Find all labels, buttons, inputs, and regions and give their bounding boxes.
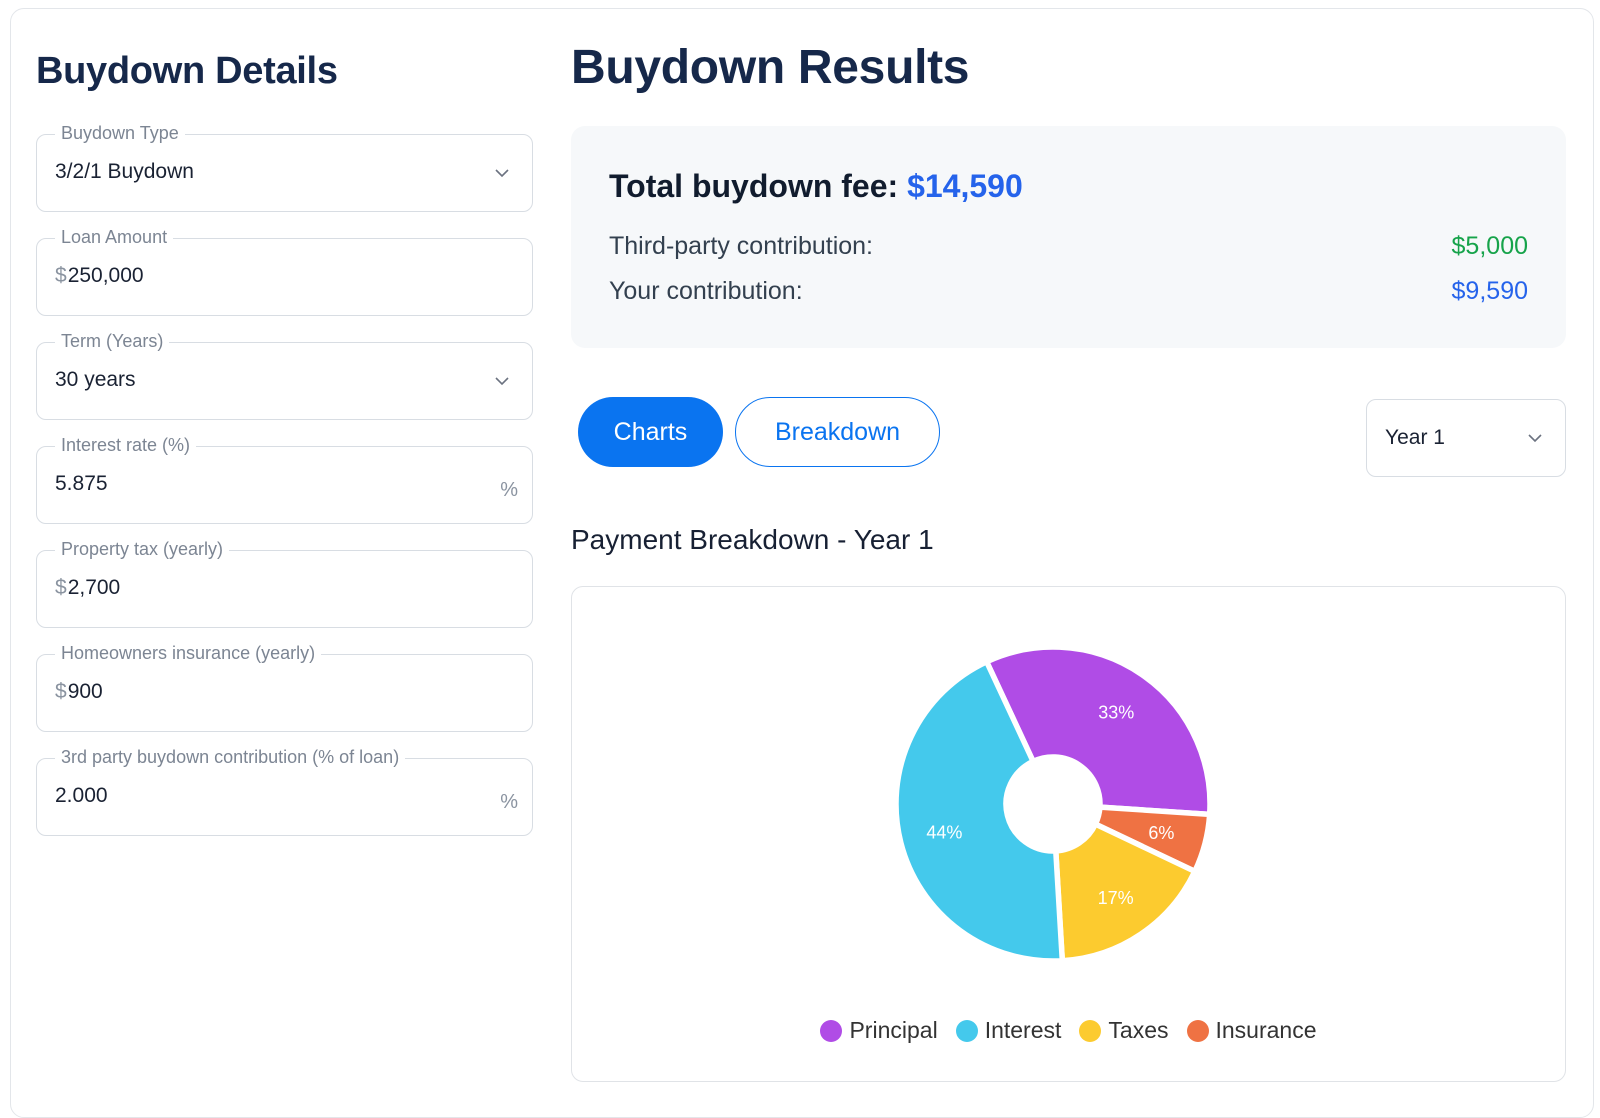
buydown-details-title: Buydown Details (36, 50, 338, 92)
loan-amount-value: 250,000 (67, 264, 144, 287)
loan-amount-field[interactable]: Loan Amount $250,000 (36, 227, 533, 316)
slice-label-taxes: 17% (1098, 888, 1134, 908)
legend-item-insurance[interactable]: Insurance (1186, 1017, 1317, 1044)
tab-charts[interactable]: Charts (578, 397, 723, 467)
interest-rate-value: 5.875 (55, 472, 108, 495)
term-label: Term (Years) (55, 331, 170, 352)
dollar-prefix: $ (55, 264, 67, 287)
buydown-results-title: Buydown Results (571, 41, 970, 94)
chart-title: Payment Breakdown - Year 1 (571, 524, 934, 555)
legend-item-principal[interactable]: Principal (820, 1017, 938, 1044)
property-tax-label: Property tax (yearly) (55, 539, 230, 560)
buydown-type-value: 3/2/1 Buydown (55, 160, 194, 183)
chart-container: 33% 6% 17% 44% Principal Interest Taxes Insura… (571, 586, 1566, 1082)
homeowners-insurance-value: 900 (67, 680, 103, 703)
year-select-value: Year 1 (1385, 426, 1445, 449)
slice-interest[interactable] (893, 658, 1066, 964)
total-buydown-fee-value: $14,590 (907, 168, 1023, 204)
third-party-contribution-row: Third-party contribution: $5,000 (609, 232, 1528, 261)
legend-dot-insurance (1186, 1019, 1209, 1042)
percent-suffix: % (500, 479, 518, 501)
legend-item-interest[interactable]: Interest (955, 1017, 1062, 1044)
property-tax-value: 2,700 (67, 576, 121, 599)
chart-legend: Principal Interest Taxes Insurance (572, 1017, 1565, 1044)
third-party-contribution-summary-label: Third-party contribution: (609, 232, 874, 260)
third-party-contribution-value: 2.000 (55, 784, 108, 807)
slice-principal[interactable] (983, 644, 1213, 818)
results-summary: Total buydown fee: $14,590 Third-party c… (571, 126, 1566, 348)
your-contribution-value: $9,590 (1451, 277, 1528, 305)
total-buydown-fee-label: Total buydown fee: (609, 168, 899, 204)
term-select[interactable]: Term (Years) 30 years (36, 331, 533, 420)
homeowners-insurance-label: Homeowners insurance (yearly) (55, 643, 322, 664)
legend-dot-principal (820, 1019, 843, 1042)
payment-breakdown-donut-chart: 33% 6% 17% 44% (893, 644, 1213, 964)
legend-label-taxes: Taxes (1108, 1017, 1169, 1043)
interest-rate-field[interactable]: Interest rate (%) 5.875 % (36, 435, 533, 524)
legend-dot-interest (955, 1019, 978, 1042)
third-party-contribution-label: 3rd party buydown contribution (% of loa… (55, 747, 406, 768)
third-party-contribution-summary-value: $5,000 (1451, 232, 1528, 260)
your-contribution-row: Your contribution: $9,590 (609, 277, 1528, 306)
property-tax-field[interactable]: Property tax (yearly) $2,700 (36, 539, 533, 628)
third-party-contribution-field[interactable]: 3rd party buydown contribution (% of loa… (36, 747, 533, 836)
dollar-prefix: $ (55, 680, 67, 703)
slice-label-interest: 44% (926, 822, 962, 842)
homeowners-insurance-field[interactable]: Homeowners insurance (yearly) $900 (36, 643, 533, 732)
chevron-down-icon (495, 377, 509, 386)
slice-taxes[interactable] (1053, 821, 1198, 964)
legend-item-taxes[interactable]: Taxes (1079, 1017, 1169, 1044)
chevron-down-icon (1528, 434, 1542, 443)
legend-label-interest: Interest (984, 1017, 1062, 1043)
interest-rate-label: Interest rate (%) (55, 435, 197, 456)
dollar-prefix: $ (55, 576, 67, 599)
year-select[interactable]: Year 1 (1366, 399, 1566, 477)
buydown-type-label: Buydown Type (55, 123, 185, 144)
loan-amount-label: Loan Amount (55, 227, 174, 248)
term-value: 30 years (55, 368, 136, 391)
legend-label-principal: Principal (849, 1017, 938, 1043)
slice-label-principal: 33% (1098, 703, 1134, 723)
buydown-type-select[interactable]: Buydown Type 3/2/1 Buydown (36, 123, 533, 212)
tab-breakdown[interactable]: Breakdown (735, 397, 940, 467)
percent-suffix: % (500, 791, 518, 813)
legend-dot-taxes (1079, 1019, 1102, 1042)
your-contribution-label: Your contribution: (609, 277, 803, 305)
slice-label-insurance: 6% (1148, 823, 1174, 843)
chevron-down-icon (495, 169, 509, 178)
legend-label-insurance: Insurance (1215, 1017, 1317, 1043)
